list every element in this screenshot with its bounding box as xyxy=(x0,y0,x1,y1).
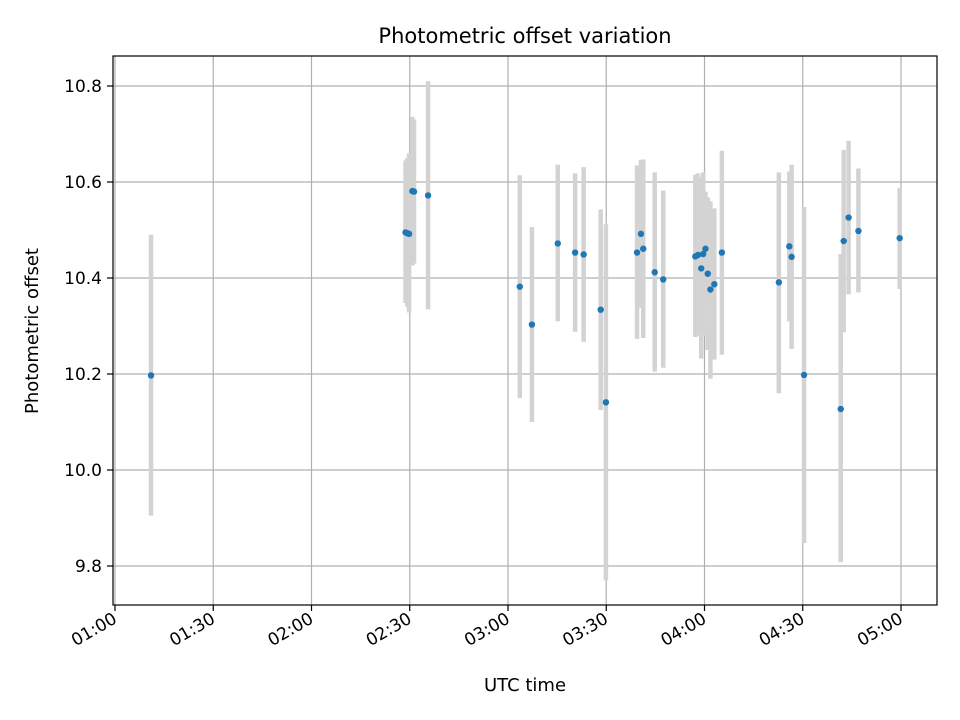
y-axis-label: Photometric offset xyxy=(22,248,43,414)
data-point xyxy=(633,249,641,256)
data-point xyxy=(896,234,903,242)
data-point xyxy=(786,243,793,250)
data-point xyxy=(424,192,432,199)
data-point xyxy=(837,405,844,413)
chart-title: Photometric offset variation xyxy=(378,24,671,48)
data-point xyxy=(528,321,536,328)
y-axis-ticks: 9.8 10.0 10.2 10.4 10.6 10.8 xyxy=(64,77,113,577)
data-point xyxy=(640,245,647,252)
y-tick-label: 10.8 xyxy=(64,77,102,97)
data-point xyxy=(554,240,561,247)
y-tick-label: 10.4 xyxy=(64,269,102,289)
data-point xyxy=(637,230,645,238)
data-point xyxy=(571,249,579,256)
data-point xyxy=(651,269,658,276)
data-point xyxy=(147,372,155,379)
data-point xyxy=(704,270,711,277)
data-point xyxy=(694,251,702,259)
data-point xyxy=(707,286,714,293)
data-point xyxy=(718,249,726,256)
x-axis-label: UTC time xyxy=(484,675,566,696)
data-point xyxy=(580,251,587,258)
data-point xyxy=(602,399,610,406)
y-tick-label: 10.6 xyxy=(64,173,102,193)
data-point xyxy=(788,253,795,261)
data-points xyxy=(147,187,903,413)
data-point xyxy=(699,250,707,258)
data-point xyxy=(702,245,709,252)
data-point xyxy=(800,371,808,379)
y-tick-label: 10.0 xyxy=(64,461,102,481)
data-point xyxy=(405,230,413,238)
data-point xyxy=(660,276,667,283)
data-point xyxy=(516,283,523,290)
data-point xyxy=(775,279,783,286)
data-point xyxy=(597,306,604,313)
data-point xyxy=(410,188,418,195)
plot-frame xyxy=(112,55,938,606)
data-point xyxy=(845,214,852,221)
data-point xyxy=(840,237,847,245)
y-tick-label: 9.8 xyxy=(75,557,102,577)
data-point xyxy=(711,281,718,288)
data-point xyxy=(698,265,705,272)
data-point xyxy=(855,227,862,235)
y-tick-label: 10.2 xyxy=(64,365,102,385)
